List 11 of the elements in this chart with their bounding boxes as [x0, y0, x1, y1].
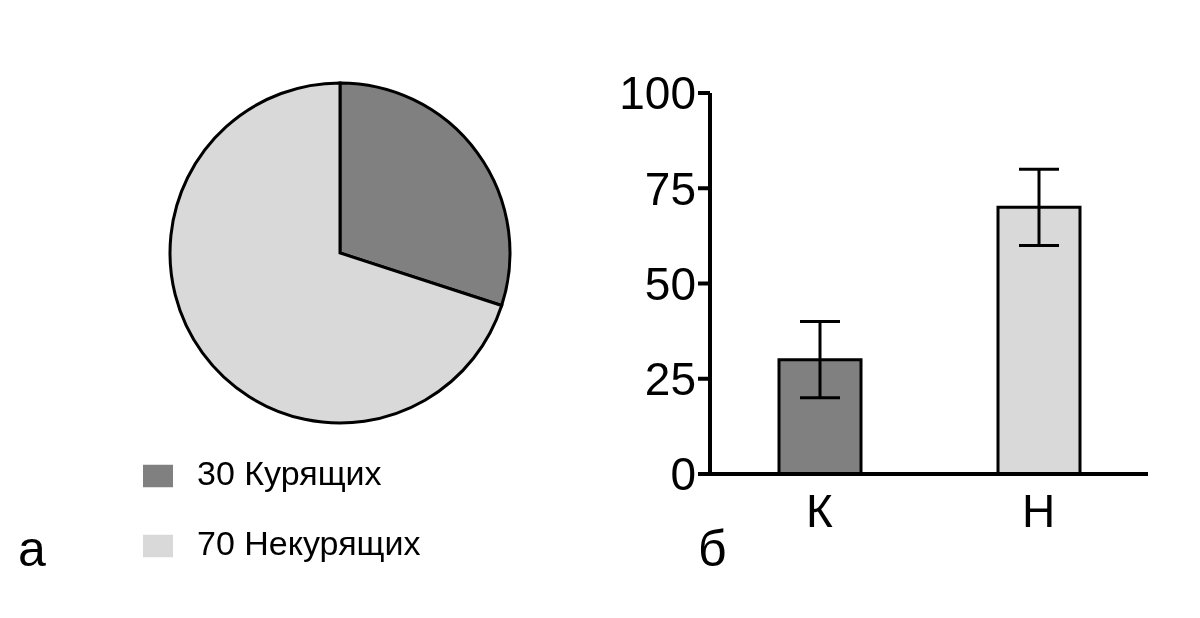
y-tick-label: 100 — [619, 67, 696, 120]
text: а — [18, 520, 46, 578]
y-tick-label: 75 — [644, 162, 696, 215]
x-tick-label: Н — [1021, 484, 1056, 537]
legend-label: 30 Курящих — [197, 454, 382, 492]
text: б — [698, 520, 727, 578]
y-tick-label: 25 — [644, 353, 696, 406]
x-tick-label: К — [806, 484, 834, 537]
legend-label: 70 Некурящих — [197, 524, 421, 562]
y-tick-label: 50 — [644, 257, 696, 310]
y-tick-label: 0 — [670, 448, 696, 501]
